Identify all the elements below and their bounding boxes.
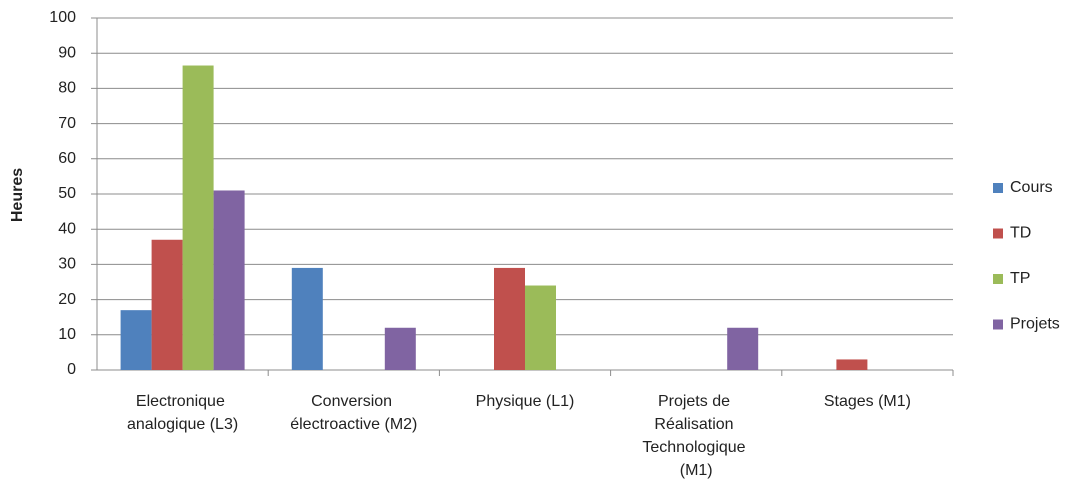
bar [120, 310, 152, 370]
y-tick-label: 40 [58, 220, 76, 237]
x-tick-label-line: analogique (L3) [127, 416, 238, 433]
y-tick-label: 10 [58, 326, 76, 343]
x-tick-label-line: Technologique [642, 439, 750, 456]
y-tick-label: 0 [67, 361, 76, 378]
legend-label: TD [1010, 225, 1031, 242]
bar [213, 190, 245, 370]
y-tick-label: 70 [58, 115, 76, 132]
x-tick-label: Physique (L1) [476, 393, 575, 410]
x-tick-label: Electronique analogique (L3) [127, 393, 238, 433]
bar [182, 65, 214, 371]
x-tick-label-line: Stages (M1) [824, 393, 911, 410]
legend-label: TP [1010, 270, 1030, 287]
legend-swatch [993, 228, 1003, 239]
x-tick-label: Conversion électroactive (M2) [290, 393, 417, 433]
y-tick-label: 90 [58, 44, 76, 61]
legend-swatch [993, 274, 1003, 284]
y-axis-label: Heures [9, 168, 26, 222]
x-tick-label-line: (M1) [680, 462, 713, 479]
x-tick-label-line: électroactive (M2) [290, 416, 417, 433]
y-tick-label: 50 [58, 185, 76, 202]
x-tick-label-line: Réalisation [654, 416, 738, 433]
x-tick-label-line: Physique (L1) [476, 393, 575, 410]
bar [494, 267, 525, 370]
bar [291, 267, 323, 370]
legend-swatch [993, 319, 1003, 330]
y-tick-label: 60 [58, 150, 76, 167]
x-tick-label-line: Projets de [658, 393, 734, 410]
bar [525, 285, 556, 370]
bar [836, 359, 868, 370]
x-tick-label: Stages (M1) [824, 393, 911, 410]
bar [384, 327, 416, 370]
bar [727, 327, 759, 370]
x-tick-label-line: Conversion [311, 393, 396, 410]
y-tick-label: 80 [58, 80, 76, 97]
legend-swatch [993, 183, 1003, 193]
x-tick-label-line: Electronique [136, 393, 229, 410]
legend-label: Projets [1010, 316, 1060, 333]
bar [151, 239, 183, 370]
legend-label: Cours [1010, 179, 1053, 196]
y-tick-label: 100 [49, 9, 76, 26]
x-tick-label: Projets de Réalisation Technologique (M1… [642, 393, 750, 479]
y-tick-label: 20 [58, 291, 76, 308]
y-tick-label: 30 [58, 256, 76, 273]
